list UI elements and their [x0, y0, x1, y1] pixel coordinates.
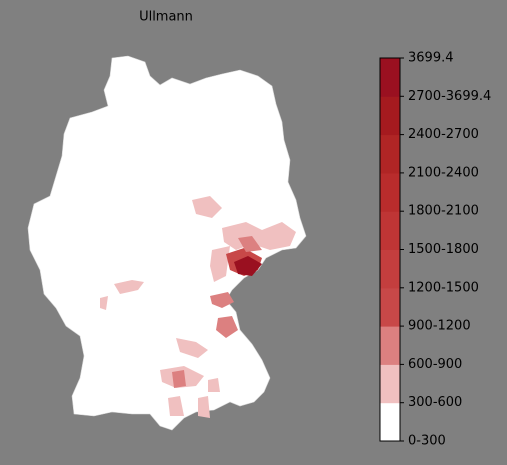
- legend-label: 2700-3699.4: [408, 89, 491, 104]
- region: [176, 338, 208, 358]
- legend-label: 1800-2100: [408, 204, 479, 219]
- region: [210, 246, 230, 282]
- legend-band: [380, 249, 400, 289]
- region: [114, 280, 144, 294]
- legend-band: [380, 402, 400, 442]
- region: [198, 396, 210, 418]
- legend-band: [380, 58, 400, 97]
- legend-label: 600-900: [408, 357, 462, 372]
- legend-label: 3699.4: [408, 51, 454, 66]
- region: [168, 396, 184, 416]
- legend-band: [380, 364, 400, 404]
- legend-label: 2400-2700: [408, 127, 479, 142]
- region: [192, 196, 222, 218]
- legend-band: [380, 287, 400, 327]
- legend-band: [380, 172, 400, 212]
- legend-label: 300-600: [408, 395, 462, 410]
- region: [216, 316, 238, 338]
- region: [208, 378, 220, 392]
- map-title: Ullmann: [139, 10, 193, 25]
- legend-band: [380, 96, 400, 136]
- legend-label: 1200-1500: [408, 280, 479, 295]
- legend-label: 900-1200: [408, 319, 471, 334]
- region: [234, 256, 262, 276]
- germany-map: [27, 55, 307, 431]
- legend-band: [380, 134, 400, 174]
- legend-label: 0-300: [408, 434, 446, 449]
- region: [172, 370, 186, 388]
- color-legend: 0-300 300-600 600-900 900-1200 1200-1500 1500…: [379, 51, 491, 449]
- region: [210, 292, 234, 308]
- region: [238, 236, 262, 252]
- legend-band: [380, 211, 400, 250]
- country-shape: [27, 55, 307, 431]
- region: [100, 296, 108, 310]
- region: [222, 222, 296, 250]
- legend-label: 1500-1800: [408, 242, 479, 257]
- legend-band: [380, 326, 400, 365]
- legend-label: 2100-2400: [408, 165, 479, 180]
